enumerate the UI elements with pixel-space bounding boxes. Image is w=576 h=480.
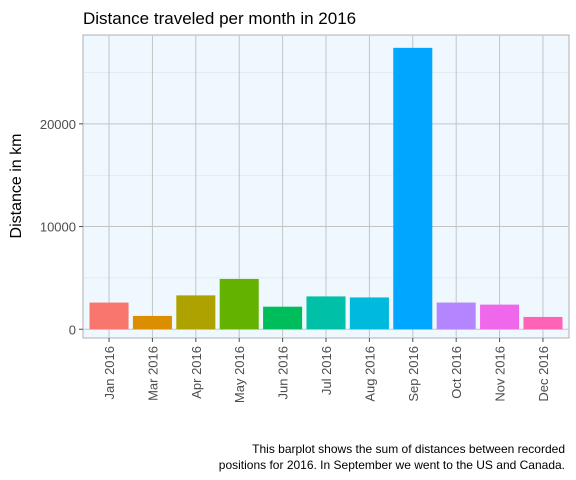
x-tick-label: May 2016 bbox=[232, 346, 247, 403]
caption-line-1: This barplot shows the sum of distances … bbox=[252, 442, 565, 456]
bar bbox=[263, 306, 303, 330]
bar bbox=[393, 47, 433, 330]
bar bbox=[306, 296, 346, 330]
bar bbox=[436, 302, 476, 330]
x-tick-label: Apr 2016 bbox=[189, 346, 204, 399]
x-tick-label: Sep 2016 bbox=[406, 346, 421, 402]
x-tick-label: Jul 2016 bbox=[319, 346, 334, 395]
x-tick-label: Jun 2016 bbox=[276, 346, 291, 400]
bar bbox=[219, 278, 259, 330]
bar bbox=[132, 315, 172, 330]
y-tick-label: 10000 bbox=[40, 220, 76, 235]
x-axis-ticks: Jan 2016 Mar 2016 Apr 2016 May 2016 Jun 2016… bbox=[102, 338, 551, 403]
x-tick-label: Dec 2016 bbox=[536, 346, 551, 402]
x-tick-label: Aug 2016 bbox=[362, 346, 377, 402]
chart-title: Distance traveled per month in 2016 bbox=[83, 9, 356, 28]
bar bbox=[523, 316, 563, 330]
y-tick-label: 20000 bbox=[40, 117, 76, 132]
y-axis-ticks: 0 10000 20000 bbox=[40, 117, 83, 337]
y-tick-label: 0 bbox=[69, 322, 76, 337]
x-tick-label: Jan 2016 bbox=[102, 346, 117, 400]
bar bbox=[480, 304, 520, 330]
y-axis-label: Distance in km bbox=[8, 134, 25, 239]
bar bbox=[89, 302, 129, 330]
caption-line-2: positions for 2016. In September we went… bbox=[219, 458, 565, 472]
x-tick-label: Oct 2016 bbox=[449, 346, 464, 399]
bars bbox=[89, 47, 563, 330]
x-tick-label: Nov 2016 bbox=[493, 346, 508, 402]
bar bbox=[349, 297, 389, 330]
x-tick-label: Mar 2016 bbox=[145, 346, 160, 401]
bar bbox=[176, 295, 216, 330]
